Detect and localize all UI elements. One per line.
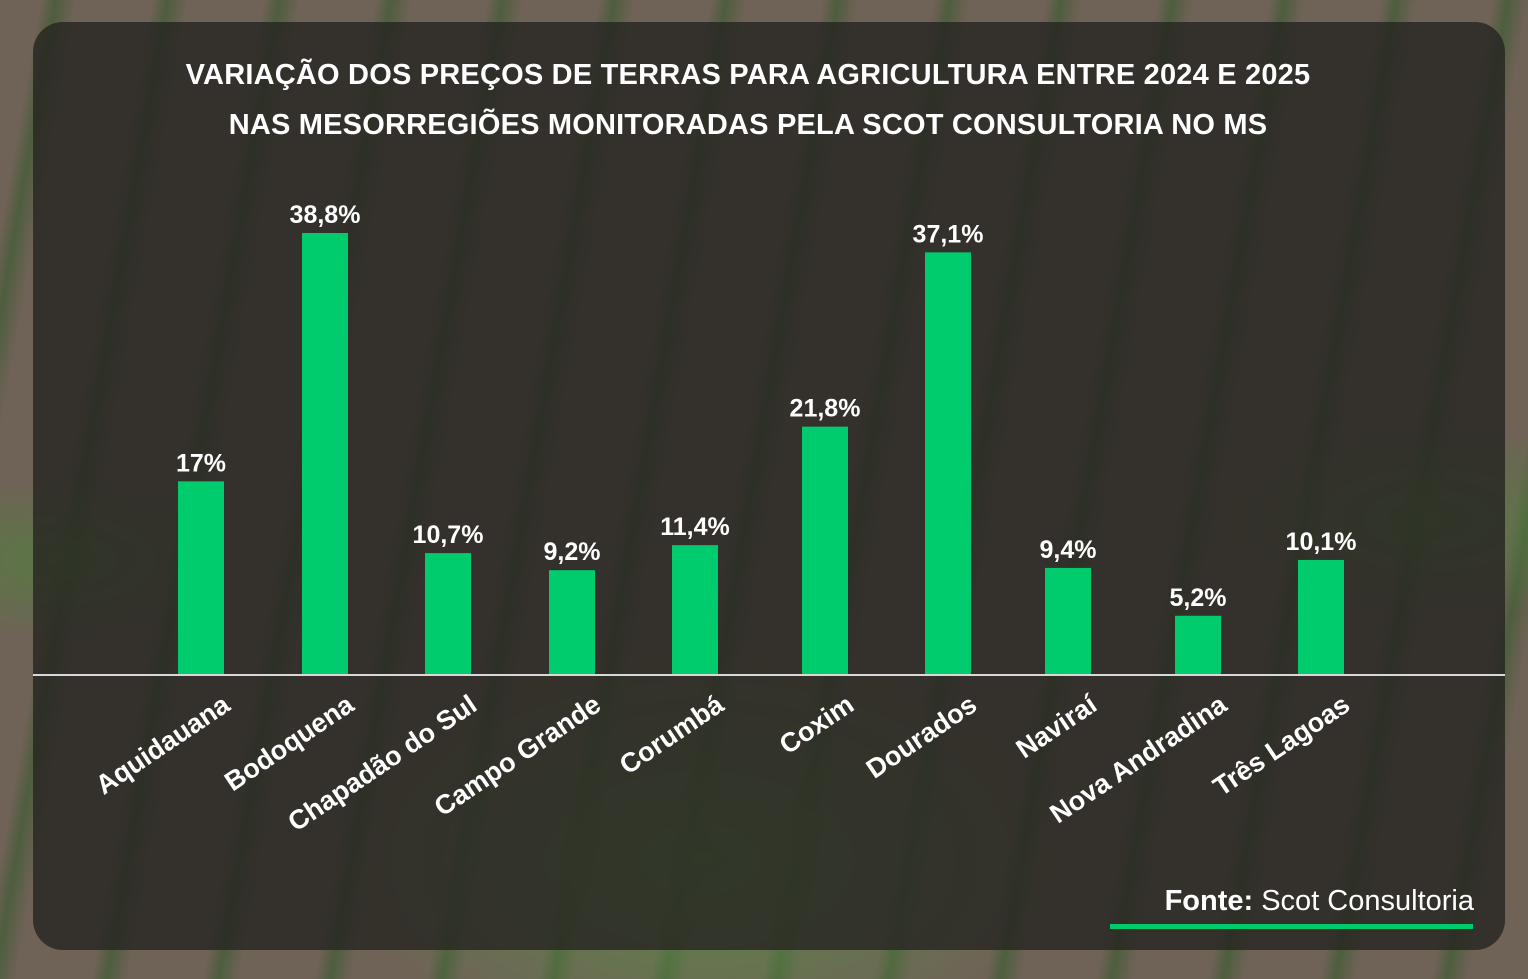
data-label-9: 5,2% — [1170, 584, 1227, 612]
chart-title-line-1: VARIAÇÃO DOS PREÇOS DE TERRAS PARA AGRIC… — [185, 59, 1311, 91]
category-label-6: Coxim — [774, 689, 859, 760]
category-label-8: Naviraí — [1011, 688, 1104, 764]
category-label-7: Dourados — [861, 689, 982, 784]
bar-3 — [425, 553, 471, 675]
data-label-5: 11,4% — [660, 513, 730, 541]
data-label-8: 9,4% — [1040, 536, 1097, 564]
source-underline — [1110, 924, 1473, 929]
data-label-4: 9,2% — [544, 538, 601, 566]
chart-panel — [33, 22, 1505, 950]
data-label-6: 21,8% — [790, 395, 861, 423]
chart-title-line-2: NAS MESORREGIÕES MONITORADAS PELA SCOT C… — [228, 109, 1268, 141]
data-label-1: 17% — [176, 449, 226, 477]
data-label-10: 10,1% — [1286, 528, 1357, 556]
bar-7 — [925, 252, 971, 676]
source-value: Scot Consultoria — [1261, 885, 1474, 917]
data-label-3: 10,7% — [413, 521, 484, 549]
bar-4 — [549, 570, 595, 675]
category-label-1: Aquidauana — [90, 688, 236, 800]
bar-10 — [1298, 559, 1344, 675]
bar-6 — [802, 426, 848, 675]
bar-5 — [672, 545, 718, 675]
bar-1 — [178, 481, 224, 675]
source-credit: Fonte: Scot Consultoria — [1165, 885, 1474, 918]
data-label-7: 37,1% — [913, 220, 984, 248]
bar-2 — [302, 233, 348, 675]
bar-8 — [1045, 567, 1091, 675]
category-label-5: Corumbá — [614, 688, 730, 780]
data-label-2: 38,8% — [290, 201, 361, 229]
source-label: Fonte: — [1164, 885, 1254, 917]
bar-9 — [1175, 615, 1221, 675]
category-label-10: Três Lagoas — [1208, 689, 1355, 802]
